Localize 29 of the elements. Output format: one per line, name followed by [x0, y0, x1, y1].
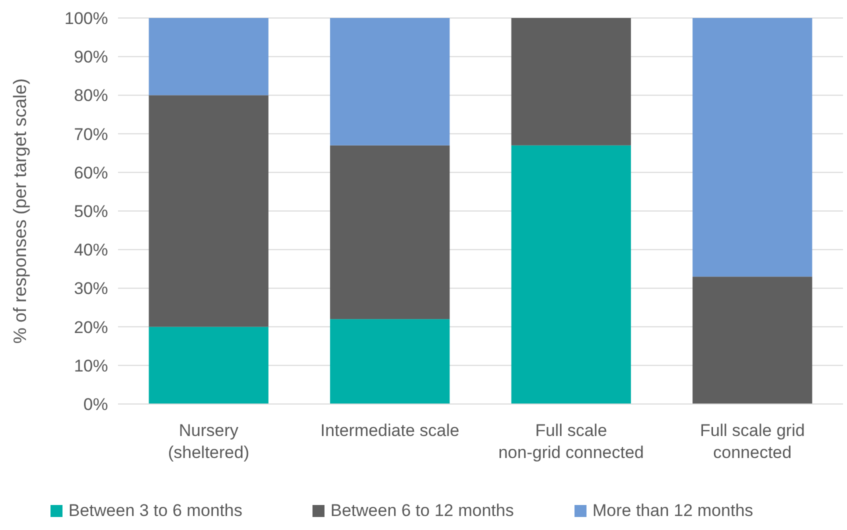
x-tick-label: Full scale grid connected [700, 421, 805, 462]
bar [330, 145, 450, 320]
bar [148, 18, 268, 96]
y-tick-label: 40% [74, 240, 108, 260]
y-axis-title: % of responses (per target scale) [10, 78, 30, 344]
y-tick-label: 100% [64, 8, 108, 28]
y-tick-label: 90% [74, 48, 108, 67]
y-tick-label: 80% [74, 86, 108, 106]
bar [692, 18, 812, 277]
y-tick-label: 50% [74, 202, 108, 221]
x-tick-label: Intermediate scale [320, 421, 460, 440]
y-tick-label: 10% [74, 356, 108, 376]
bar [330, 18, 450, 146]
bar [148, 95, 268, 327]
legend-label: More than 12 months [592, 501, 754, 520]
x-tick-label: Full scale non-grid connected [498, 421, 644, 462]
bar [692, 276, 812, 404]
bar [511, 18, 631, 146]
y-tick-label: 0% [83, 394, 108, 414]
y-tick-label: 60% [74, 163, 108, 182]
bar [511, 145, 631, 404]
bar [330, 319, 450, 404]
legend-label: Between 3 to 6 months [68, 501, 242, 520]
bar [148, 326, 268, 404]
y-tick-label: 70% [74, 124, 108, 144]
y-tick-label: 20% [74, 318, 108, 337]
legend-label: Between 6 to 12 months [330, 501, 514, 520]
x-tick-label: Nursery (sheltered) [168, 421, 250, 462]
y-tick-label: 30% [74, 279, 108, 298]
